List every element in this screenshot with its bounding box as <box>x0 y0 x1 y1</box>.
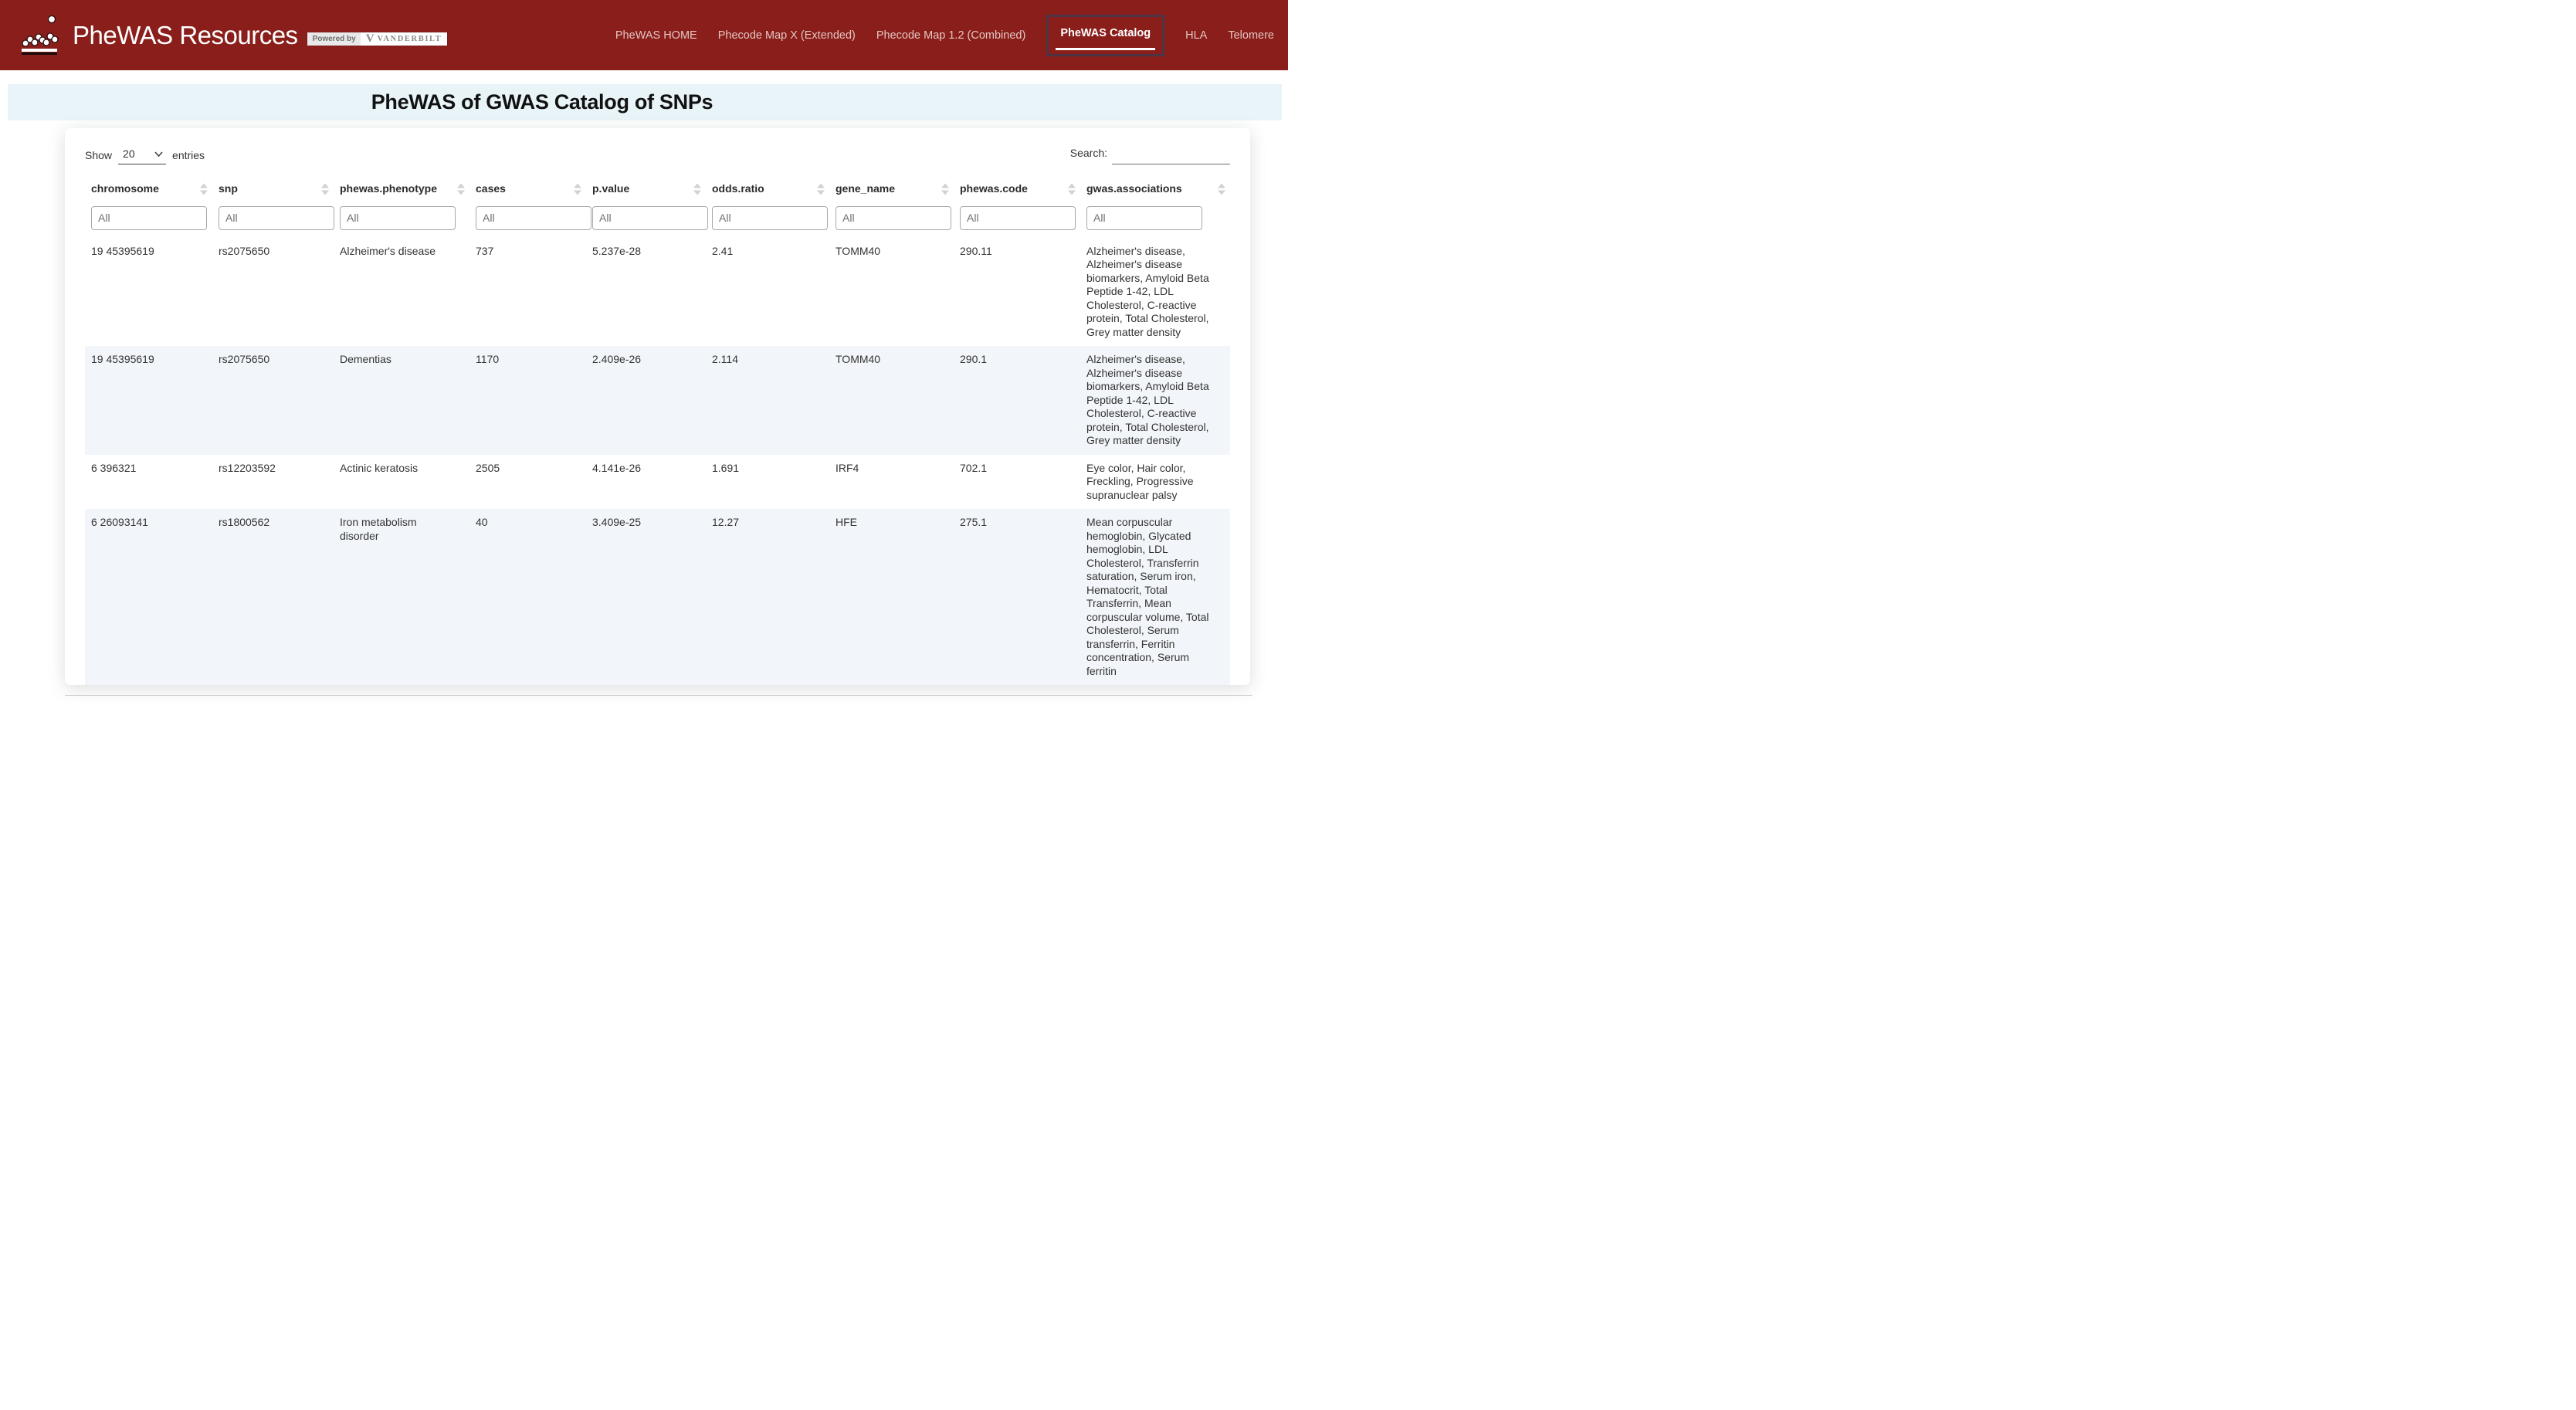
datatable-card: Show 20 entries Search: <box>65 128 1250 685</box>
filter-input-p-value[interactable] <box>592 205 708 230</box>
table-row[interactable]: 19 45395619 rs2075650 Alzheimer's diseas… <box>91 244 1209 338</box>
filter-input-gene-name[interactable] <box>836 205 951 230</box>
page-length-control: Show 20 entries <box>85 145 205 164</box>
column-header-odds-ratio[interactable]: odds.ratio <box>706 175 829 203</box>
search-control: Search: <box>1070 145 1230 164</box>
search-label: Search: <box>1069 147 1107 159</box>
filter-input-phewas-phenotype[interactable] <box>340 205 456 230</box>
sort-icon[interactable] <box>200 183 208 195</box>
navbar: PheWAS Resources Powered by V VANDERBILT… <box>0 0 1288 70</box>
header-row: chromosome snp phewas.phenotype cases p.… <box>85 175 1230 203</box>
sort-icon[interactable] <box>941 183 949 195</box>
sort-icon[interactable] <box>321 183 329 195</box>
nav-item-phecode-map-x[interactable]: Phecode Map X (Extended) <box>717 29 856 42</box>
filter-input-odds-ratio[interactable] <box>712 205 828 230</box>
column-header-phewas-phenotype[interactable]: phewas.phenotype <box>334 175 469 203</box>
brand-title: PheWAS Resources <box>73 20 298 49</box>
nav-item-telomere[interactable]: Telomere <box>1228 29 1274 42</box>
sort-icon[interactable] <box>1068 183 1076 195</box>
page-length-select[interactable]: 20 <box>118 145 167 164</box>
section-divider <box>65 695 1252 696</box>
filter-input-phewas-code[interactable] <box>960 205 1076 230</box>
nav-item-phewas-catalog[interactable]: PheWAS Catalog <box>1046 14 1165 56</box>
column-header-snp[interactable]: snp <box>212 175 334 203</box>
filter-input-chromosome[interactable] <box>91 205 207 230</box>
page-title: PheWAS of GWAS Catalog of SNPs <box>371 90 713 114</box>
page: PheWAS Resources Powered by V VANDERBILT… <box>0 0 1288 705</box>
nav-item-phewas-home[interactable]: PheWAS HOME <box>615 29 697 42</box>
brand-group[interactable]: PheWAS Resources Powered by V VANDERBILT <box>20 14 448 57</box>
sort-icon[interactable] <box>817 183 825 195</box>
sort-icon[interactable] <box>457 183 465 195</box>
filter-input-gwas-associations[interactable] <box>1086 205 1202 230</box>
powered-by-label: Powered by <box>307 32 361 46</box>
column-header-gene-name[interactable]: gene_name <box>829 175 954 203</box>
column-header-gwas-associations[interactable]: gwas.associations <box>1080 175 1230 203</box>
phewas-scatter-logo-icon <box>22 15 59 55</box>
nav-item-phecode-map-12[interactable]: Phecode Map 1.2 (Combined) <box>876 29 1026 42</box>
table-row[interactable]: 6 396321 rs12203592 Actinic keratosis 25… <box>91 461 1194 501</box>
main-nav: PheWAS HOME Phecode Map X (Extended) Phe… <box>615 14 1274 56</box>
table-controls: Show 20 entries Search: <box>85 145 1230 164</box>
nav-item-hla[interactable]: HLA <box>1185 29 1208 42</box>
sort-icon[interactable] <box>693 183 701 195</box>
column-header-phewas-code[interactable]: phewas.code <box>954 175 1080 203</box>
table-row[interactable]: 6 26093141 rs1800562 Iron metabolism dis… <box>85 509 1230 685</box>
column-header-p-value[interactable]: p.value <box>586 175 706 203</box>
column-header-cases[interactable]: cases <box>469 175 586 203</box>
sort-icon[interactable] <box>574 183 581 195</box>
sort-icon[interactable] <box>1218 183 1225 195</box>
vanderbilt-wordmark: VANDERBILT <box>377 35 442 43</box>
results-table: chromosome snp phewas.phenotype cases p.… <box>85 175 1230 685</box>
search-input[interactable] <box>1112 145 1230 164</box>
title-bar: PheWAS of GWAS Catalog of SNPs <box>8 84 1282 120</box>
filter-input-snp[interactable] <box>219 205 334 230</box>
vanderbilt-v-icon: V <box>365 32 375 45</box>
vanderbilt-badge[interactable]: Powered by V VANDERBILT <box>307 32 448 46</box>
filter-input-cases[interactable] <box>476 205 591 230</box>
filter-row <box>85 203 1230 238</box>
table-row[interactable]: 19 45395619 rs2075650 Dementias 1170 2.4… <box>85 346 1230 455</box>
column-header-chromosome[interactable]: chromosome <box>85 175 212 203</box>
show-label: Show <box>85 148 113 161</box>
entries-label: entries <box>172 148 205 161</box>
